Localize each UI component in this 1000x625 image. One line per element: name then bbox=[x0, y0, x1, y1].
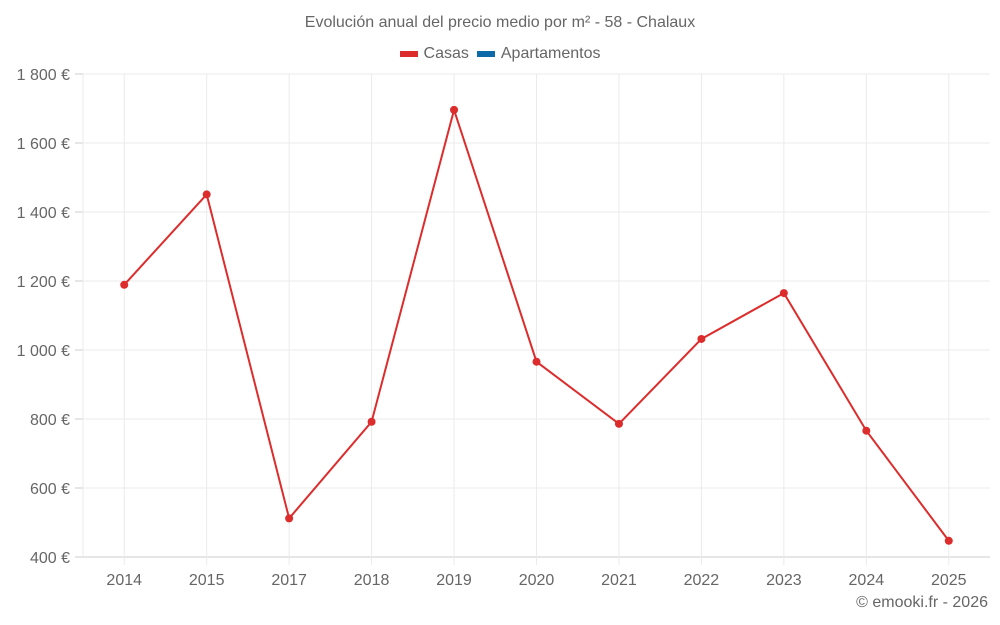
data-point[interactable] bbox=[532, 357, 541, 366]
data-point[interactable] bbox=[120, 280, 129, 289]
data-point[interactable] bbox=[944, 536, 953, 545]
chart-title: Evolución anual del precio medio por m² … bbox=[304, 14, 696, 31]
y-tick-label: 400 € bbox=[30, 550, 70, 567]
y-tick-label: 600 € bbox=[30, 481, 70, 498]
y-tick-label: 1 800 € bbox=[17, 67, 70, 84]
x-tick-label: 2023 bbox=[766, 572, 802, 589]
x-tick-label: 2021 bbox=[601, 572, 637, 589]
y-tick-label: 1 600 € bbox=[17, 136, 70, 153]
x-tick-label: 2025 bbox=[931, 572, 967, 589]
data-point[interactable] bbox=[862, 426, 871, 435]
credit-text: © emooki.fr - 2026 bbox=[856, 594, 988, 611]
data-point[interactable] bbox=[779, 289, 788, 298]
x-tick-label: 2015 bbox=[189, 572, 225, 589]
x-tick-label: 2020 bbox=[519, 572, 555, 589]
x-tick-label: 2017 bbox=[271, 572, 307, 589]
legend: Casas Apartamentos bbox=[0, 45, 1000, 63]
data-point[interactable] bbox=[450, 105, 459, 114]
legend-label-casas: Casas bbox=[423, 45, 469, 62]
data-point[interactable] bbox=[614, 419, 623, 428]
data-point[interactable] bbox=[367, 417, 376, 426]
x-tick-label: 2024 bbox=[849, 572, 885, 589]
legend-swatch-apartamentos bbox=[476, 51, 495, 57]
legend-item-casas[interactable]: Casas bbox=[399, 45, 469, 63]
data-point[interactable] bbox=[285, 514, 294, 523]
y-tick-label: 1 200 € bbox=[17, 274, 70, 291]
x-tick-label: 2022 bbox=[684, 572, 720, 589]
legend-swatch-casas bbox=[399, 51, 418, 57]
y-tick-label: 1 000 € bbox=[17, 343, 70, 360]
data-point[interactable] bbox=[202, 190, 211, 199]
x-tick-label: 2014 bbox=[106, 572, 142, 589]
legend-item-apartamentos[interactable]: Apartamentos bbox=[476, 45, 601, 63]
data-point[interactable] bbox=[697, 334, 706, 343]
y-tick-label: 800 € bbox=[30, 412, 70, 429]
x-tick-label: 2018 bbox=[354, 572, 390, 589]
y-tick-label: 1 400 € bbox=[17, 205, 70, 222]
x-tick-label: 2019 bbox=[436, 572, 472, 589]
legend-label-apartamentos: Apartamentos bbox=[500, 45, 601, 62]
